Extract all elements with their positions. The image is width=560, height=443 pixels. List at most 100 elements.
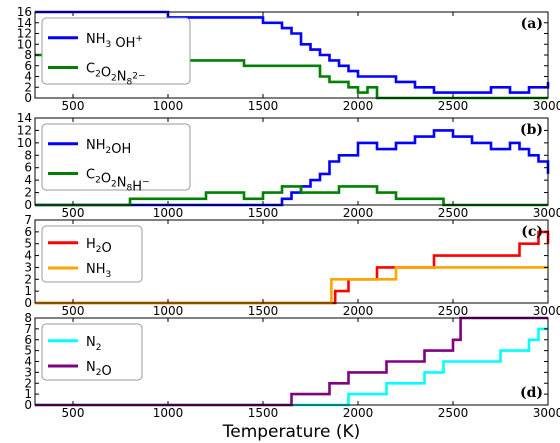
x-tick-label: 3000 xyxy=(533,406,560,420)
legend-label: NH3 xyxy=(86,262,111,280)
legend-box xyxy=(41,123,191,191)
legend-label-part: + xyxy=(135,34,143,44)
legend-label-part: 2 xyxy=(96,368,102,378)
y-tick-label: 5 xyxy=(24,344,32,358)
x-tick-label: 2500 xyxy=(438,304,469,318)
x-tick-label: 3000 xyxy=(533,99,560,113)
panel-label: (d) xyxy=(520,385,543,401)
y-tick-label: 0 xyxy=(24,91,32,105)
series-line-3-2 xyxy=(35,266,548,305)
y-tick-label: 0 xyxy=(24,198,32,212)
y-tick-label: 14 xyxy=(17,16,32,30)
panel-label: (b) xyxy=(520,122,543,138)
legend-label-part: N xyxy=(117,70,127,85)
legend-label: N2 xyxy=(86,335,101,353)
y-tick-label: 10 xyxy=(17,136,32,150)
legend-label-part: NH xyxy=(86,262,106,277)
y-tick-label: 3 xyxy=(24,365,32,379)
legend-label-part: C xyxy=(86,62,95,77)
x-tick-label: 2000 xyxy=(343,206,374,220)
legend-label-part: H xyxy=(132,180,142,195)
y-tick-label: 3 xyxy=(24,260,32,274)
x-tick-label: 2000 xyxy=(343,99,374,113)
legend-label-part: OH xyxy=(111,36,135,51)
y-tick-label: 1 xyxy=(24,387,32,401)
y-tick-label: 6 xyxy=(24,333,32,347)
y-tick-label: 0 xyxy=(24,398,32,412)
series-line-1-1 xyxy=(35,10,550,94)
x-axis-label: Temperature (K) xyxy=(222,422,361,442)
legend-label-part: − xyxy=(142,178,150,188)
legend-label-part: 8 xyxy=(127,78,133,88)
legend-label-part: N xyxy=(86,360,96,375)
y-tick-label: 2 xyxy=(24,80,32,94)
y-tick-label: 6 xyxy=(24,161,32,175)
y-tick-label: 12 xyxy=(17,27,32,41)
x-tick-label: 1500 xyxy=(248,406,279,420)
x-tick-label: 500 xyxy=(62,406,85,420)
legend-label-part: OH xyxy=(111,142,131,157)
legend-label-part: C xyxy=(86,168,95,183)
x-tick-label: 2500 xyxy=(438,206,469,220)
y-tick-label: 6 xyxy=(24,225,32,239)
y-tick-label: 2 xyxy=(24,186,32,200)
legend-label-part: 3 xyxy=(106,270,112,280)
y-tick-label: 7 xyxy=(24,322,32,336)
y-tick-label: 2 xyxy=(24,272,32,286)
x-tick-label: 2000 xyxy=(343,406,374,420)
y-tick-label: 4 xyxy=(24,355,32,369)
x-tick-label: 1000 xyxy=(153,304,184,318)
legend-label: NH3 OH+ xyxy=(86,32,143,51)
legend-label-part: NH xyxy=(86,32,106,47)
legend-label-part: N xyxy=(86,335,96,350)
legend-label-part: 2 xyxy=(111,74,117,84)
y-tick-label: 1 xyxy=(24,284,32,298)
legend-label-part: 3 xyxy=(106,40,112,50)
legend-label-part: NH xyxy=(86,138,106,153)
legend-label-part: 2 xyxy=(111,180,117,190)
x-tick-label: 1500 xyxy=(248,206,279,220)
legend-label-part: 8 xyxy=(127,184,133,194)
y-tick-label: 8 xyxy=(24,311,32,325)
legend-label-part: 2 xyxy=(95,176,101,186)
x-tick-label: 1500 xyxy=(248,304,279,318)
y-tick-label: 4 xyxy=(24,249,32,263)
y-tick-label: 10 xyxy=(17,37,32,51)
x-tick-label: 3000 xyxy=(533,304,560,318)
y-tick-label: 8 xyxy=(24,148,32,162)
x-tick-label: 1000 xyxy=(153,206,184,220)
series-line-4-2 xyxy=(35,316,548,407)
y-tick-label: 14 xyxy=(17,111,32,125)
x-tick-label: 3000 xyxy=(533,206,560,220)
x-tick-label: 500 xyxy=(62,99,85,113)
x-tick-label: 2500 xyxy=(438,99,469,113)
series-line-3-1 xyxy=(35,230,550,305)
legend-label-part: H xyxy=(86,237,96,252)
x-tick-label: 2000 xyxy=(343,304,374,318)
y-tick-label: 8 xyxy=(24,48,32,62)
legend-box xyxy=(41,17,191,85)
y-tick-label: 4 xyxy=(24,173,32,187)
y-tick-label: 7 xyxy=(24,213,32,227)
legend-label-part: 2 xyxy=(96,343,102,353)
y-tick-label: 5 xyxy=(24,237,32,251)
x-tick-label: 1500 xyxy=(248,99,279,113)
series-line-4-1 xyxy=(35,327,548,407)
plot-frame xyxy=(34,219,549,304)
y-tick-label: 2 xyxy=(24,376,32,390)
y-tick-label: 6 xyxy=(24,59,32,73)
x-tick-label: 500 xyxy=(62,304,85,318)
x-tick-label: 1000 xyxy=(153,99,184,113)
x-tick-label: 1000 xyxy=(153,406,184,420)
panel-label: (a) xyxy=(521,16,543,32)
y-tick-label: 0 xyxy=(24,296,32,310)
legend-label: C2O2N82− xyxy=(86,62,146,88)
legend-label-part: O xyxy=(101,66,111,81)
legend-label-part: O xyxy=(102,241,112,256)
legend-label-part: 2− xyxy=(132,72,145,82)
plot-frame xyxy=(34,117,549,206)
